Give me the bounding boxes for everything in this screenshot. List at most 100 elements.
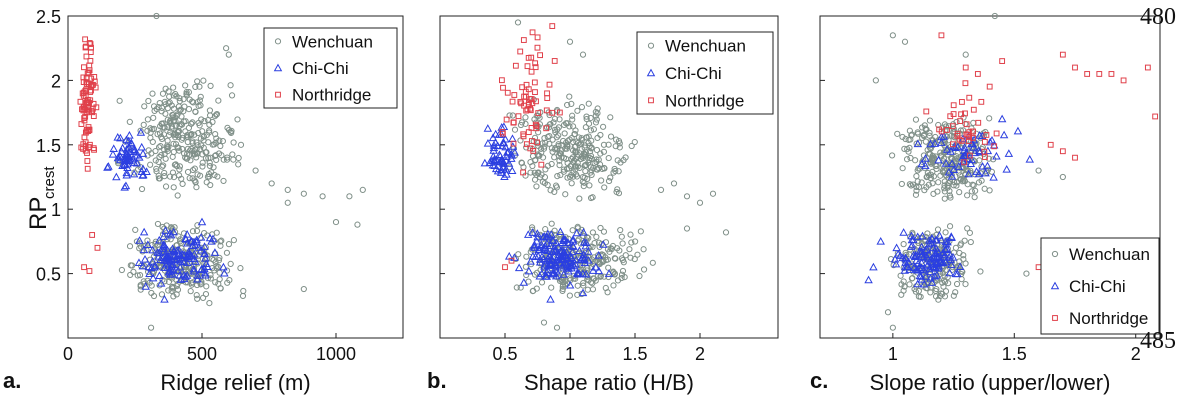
data-point-wenchuan (523, 144, 530, 151)
data-point-northridge (88, 75, 95, 82)
data-point-wenchuan (196, 83, 203, 90)
data-point-wenchuan (194, 78, 201, 85)
data-point-chichi (581, 238, 591, 247)
data-point-wenchuan (194, 142, 201, 149)
data-point-wenchuan (192, 108, 199, 115)
data-point-chichi (497, 123, 506, 131)
data-point-wenchuan (567, 162, 574, 170)
data-point-wenchuan (935, 296, 942, 303)
data-point-wenchuan (182, 82, 189, 89)
data-point-wenchuan (213, 111, 220, 118)
data-point-northridge (82, 36, 89, 43)
data-point-chichi (137, 167, 146, 176)
data-point-wenchuan (618, 274, 625, 282)
data-point-wenchuan (207, 82, 214, 89)
data-point-wenchuan (158, 151, 165, 159)
data-point-chichi (167, 269, 177, 278)
data-point-chichi (182, 271, 192, 279)
data-point-chichi (541, 271, 551, 280)
data-point-wenchuan (576, 195, 583, 202)
data-point-chichi (145, 269, 154, 278)
data-point-chichi (918, 231, 927, 240)
data-point-chichi (112, 172, 121, 181)
data-point-wenchuan (937, 149, 944, 156)
data-point-chichi (876, 236, 885, 245)
data-point-chichi (122, 144, 132, 153)
data-point-wenchuan (935, 121, 942, 129)
data-point-wenchuan (962, 51, 969, 58)
data-point-wenchuan (168, 125, 175, 132)
data-point-chichi (501, 164, 511, 173)
data-point-northridge (81, 64, 87, 71)
data-point-northridge (498, 77, 505, 84)
x-tick-label: 0 (63, 344, 73, 364)
data-point-wenchuan (570, 169, 577, 176)
data-point-chichi (141, 282, 150, 290)
data-point-wenchuan (929, 180, 936, 187)
data-point-wenchuan (553, 134, 560, 141)
data-point-chichi (924, 236, 934, 244)
data-point-wenchuan (946, 192, 954, 199)
data-point-northridge (556, 109, 563, 116)
data-point-wenchuan (589, 286, 597, 293)
data-point-northridge (543, 107, 550, 114)
data-point-northridge (510, 140, 517, 147)
data-point-northridge (529, 29, 536, 36)
data-point-wenchuan (554, 172, 561, 180)
data-point-northridge (81, 264, 87, 271)
data-point-wenchuan (582, 124, 589, 131)
data-point-chichi (987, 136, 997, 144)
legend-label: Northridge (665, 91, 744, 110)
data-point-wenchuan (196, 97, 203, 104)
line-number-bottom: 485 (1140, 328, 1176, 354)
data-point-chichi (164, 254, 173, 263)
data-point-northridge (520, 133, 527, 140)
y-axis-label-subscript: crest (41, 166, 58, 199)
data-point-wenchuan (900, 287, 907, 294)
data-point-wenchuan (127, 271, 134, 279)
data-point-chichi (927, 278, 937, 286)
data-point-chichi (535, 245, 544, 253)
data-point-northridge (1072, 64, 1078, 71)
data-point-northridge (532, 89, 538, 96)
data-point-northridge (544, 95, 551, 101)
data-point-chichi (548, 236, 558, 245)
data-point-northridge (86, 126, 93, 133)
data-point-chichi (526, 256, 535, 265)
data-point-wenchuan (162, 155, 169, 162)
data-point-wenchuan (634, 251, 641, 258)
data-point-wenchuan (191, 148, 198, 155)
data-point-wenchuan (170, 293, 177, 300)
data-point-northridge (520, 37, 527, 43)
data-point-wenchuan (922, 138, 929, 145)
legend-box (636, 31, 774, 115)
data-point-chichi (1004, 149, 1014, 157)
data-point-chichi (578, 288, 588, 297)
data-point-wenchuan (164, 142, 171, 149)
data-point-wenchuan (614, 186, 621, 193)
data-point-northridge (78, 121, 85, 127)
data-point-chichi (187, 251, 196, 260)
data-point-wenchuan (612, 143, 619, 150)
data-point-wenchuan (548, 284, 555, 291)
data-point-chichi (175, 262, 185, 271)
data-point-chichi (546, 294, 555, 303)
data-point-wenchuan (230, 156, 237, 163)
data-point-chichi (500, 172, 509, 180)
data-point-northridge (86, 268, 93, 274)
data-point-wenchuan (628, 142, 635, 150)
data-point-chichi (498, 156, 507, 165)
data-point-wenchuan (144, 152, 151, 159)
data-point-chichi (899, 228, 908, 236)
data-point-northridge (532, 64, 539, 71)
data-point-wenchuan (575, 236, 582, 243)
data-point-wenchuan (709, 190, 717, 197)
data-point-wenchuan (211, 152, 219, 160)
data-point-northridge (991, 143, 998, 150)
x-tick-label: 1.5 (622, 344, 647, 364)
data-point-wenchuan (192, 83, 199, 91)
data-point-wenchuan (541, 174, 549, 181)
data-point-wenchuan (582, 162, 589, 169)
legend-label: Chi-Chi (665, 64, 722, 83)
data-point-wenchuan (587, 127, 595, 134)
